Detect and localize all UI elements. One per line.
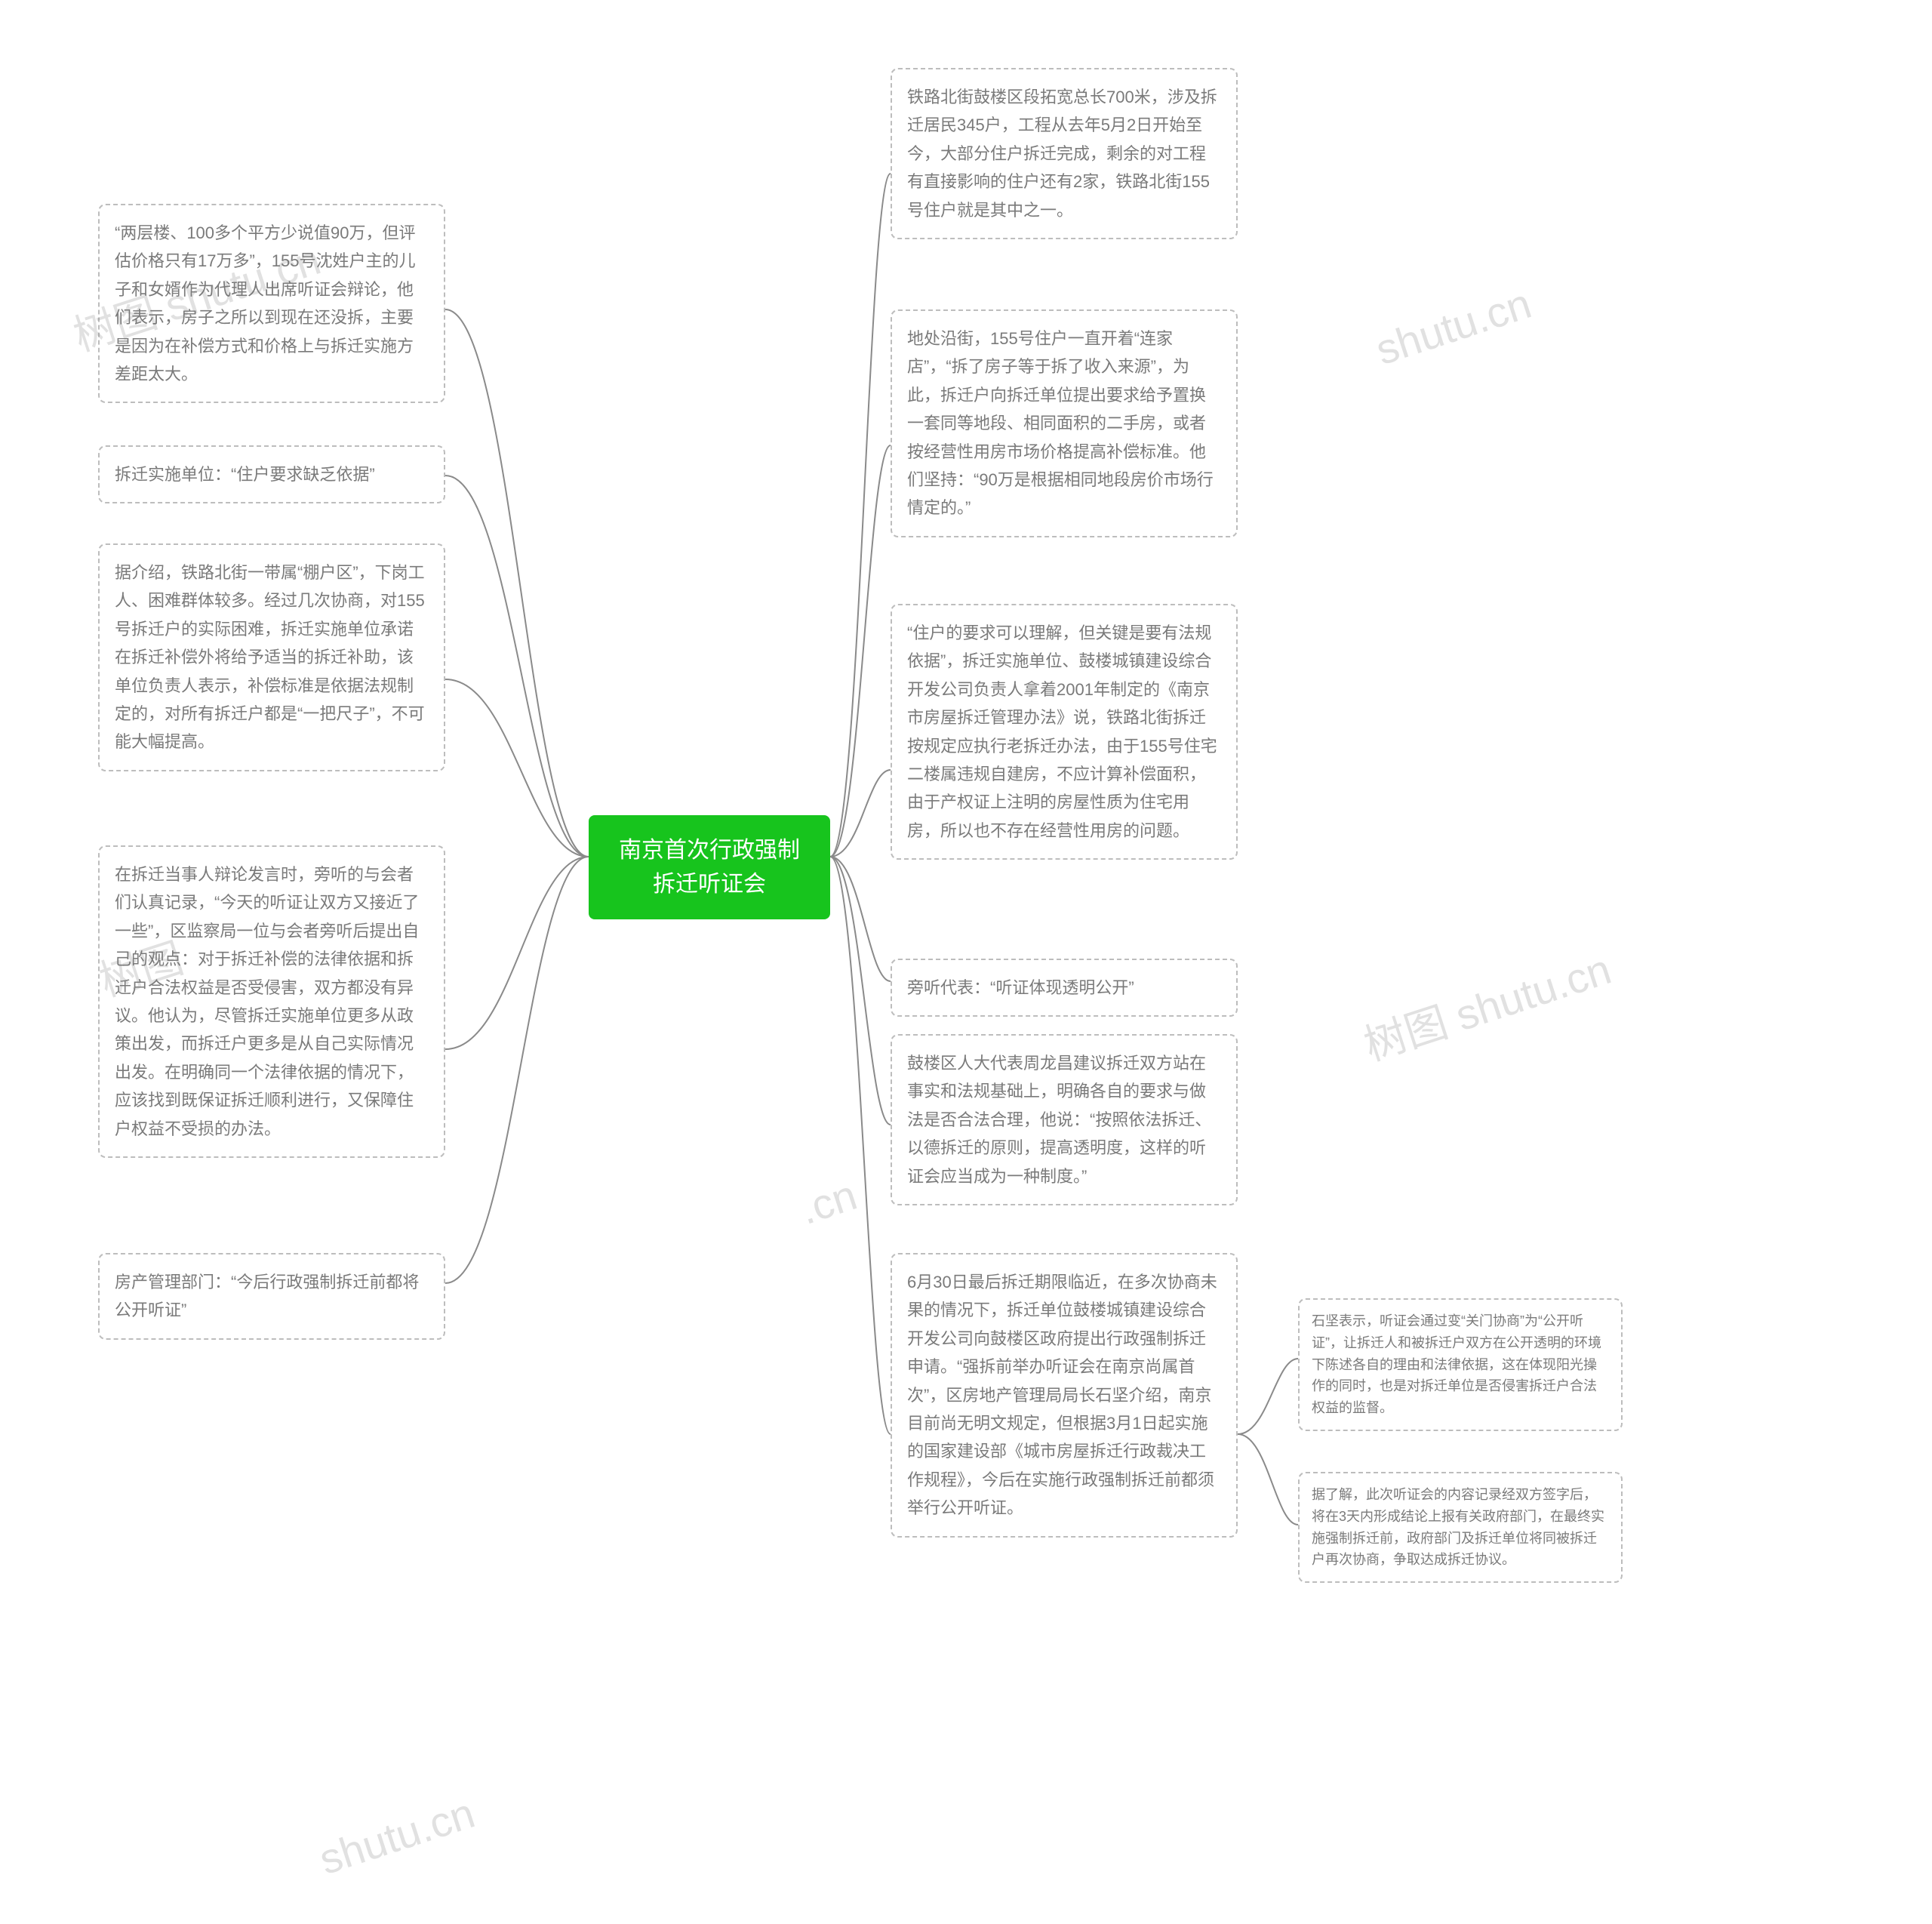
center-title: 南京首次行政强制拆迁听证会	[619, 838, 800, 897]
right-node-2[interactable]: “住户的要求可以理解，但关键是要有法规依据”，拆迁实施单位、鼓楼城镇建设综合开发…	[891, 604, 1238, 860]
right-node-5-text: 6月30日最后拆迁期限临近，在多次协商未果的情况下，拆迁单位鼓楼城镇建设综合开发…	[907, 1273, 1217, 1517]
watermark: .cn	[794, 1170, 863, 1234]
right-node-0[interactable]: 铁路北街鼓楼区段拓宽总长700米，涉及拆迁居民345户，工程从去年5月2日开始至…	[891, 68, 1238, 239]
left-node-4-text: 房产管理部门：“今后行政强制拆迁前都将公开听证”	[115, 1273, 419, 1319]
watermark: shutu.cn	[313, 1788, 480, 1884]
left-node-3[interactable]: 在拆迁当事人辩论发言时，旁听的与会者们认真记录，“今天的听证让双方又接近了一些”…	[98, 845, 445, 1158]
sub-node-1[interactable]: 据了解，此次听证会的内容记录经双方签字后，将在3天内形成结论上报有关政府部门，在…	[1298, 1472, 1623, 1583]
center-node[interactable]: 南京首次行政强制拆迁听证会	[589, 815, 830, 919]
left-node-0[interactable]: “两层楼、100多个平方少说值90万，但评估价格只有17万多”，155号沈姓户主…	[98, 204, 445, 403]
sub-node-1-text: 据了解，此次听证会的内容记录经双方签字后，将在3天内形成结论上报有关政府部门，在…	[1312, 1487, 1604, 1567]
left-node-1[interactable]: 拆迁实施单位：“住户要求缺乏依据”	[98, 445, 445, 503]
left-node-2[interactable]: 据介绍，铁路北街一带属“棚户区”，下岗工人、困难群体较多。经过几次协商，对155…	[98, 543, 445, 771]
right-node-2-text: “住户的要求可以理解，但关键是要有法规依据”，拆迁实施单位、鼓楼城镇建设综合开发…	[907, 623, 1217, 840]
right-node-4[interactable]: 鼓楼区人大代表周龙昌建议拆迁双方站在事实和法规基础上，明确各自的要求与做法是否合…	[891, 1034, 1238, 1205]
right-node-4-text: 鼓楼区人大代表周龙昌建议拆迁双方站在事实和法规基础上，明确各自的要求与做法是否合…	[907, 1054, 1211, 1186]
right-node-1[interactable]: 地处沿街，155号住户一直开着“连家店”，“拆了房子等于拆了收入来源”，为此，拆…	[891, 309, 1238, 537]
left-node-1-text: 拆迁实施单位：“住户要求缺乏依据”	[115, 465, 375, 484]
mindmap-canvas: 南京首次行政强制拆迁听证会 “两层楼、100多个平方少说值90万，但评估价格只有…	[0, 0, 1932, 1924]
sub-node-0-text: 石坚表示，听证会通过变“关门协商”为“公开听证”，让拆迁人和被拆迁户双方在公开透…	[1312, 1313, 1601, 1415]
right-node-3-text: 旁听代表：“听证体现透明公开”	[907, 978, 1134, 997]
sub-node-0[interactable]: 石坚表示，听证会通过变“关门协商”为“公开听证”，让拆迁人和被拆迁户双方在公开透…	[1298, 1298, 1623, 1431]
watermark: 树图 shutu.cn	[1355, 936, 1618, 1073]
left-node-3-text: 在拆迁当事人辩论发言时，旁听的与会者们认真记录，“今天的听证让双方又接近了一些”…	[115, 865, 419, 1138]
right-node-0-text: 铁路北街鼓楼区段拓宽总长700米，涉及拆迁居民345户，工程从去年5月2日开始至…	[907, 88, 1217, 220]
left-node-4[interactable]: 房产管理部门：“今后行政强制拆迁前都将公开听证”	[98, 1253, 445, 1340]
right-node-1-text: 地处沿街，155号住户一直开着“连家店”，“拆了房子等于拆了收入来源”，为此，拆…	[907, 329, 1214, 517]
right-node-3[interactable]: 旁听代表：“听证体现透明公开”	[891, 959, 1238, 1017]
left-node-2-text: 据介绍，铁路北街一带属“棚户区”，下岗工人、困难群体较多。经过几次协商，对155…	[115, 563, 425, 751]
left-node-0-text: “两层楼、100多个平方少说值90万，但评估价格只有17万多”，155号沈姓户主…	[115, 223, 416, 383]
watermark: shutu.cn	[1370, 279, 1537, 374]
right-node-5[interactable]: 6月30日最后拆迁期限临近，在多次协商未果的情况下，拆迁单位鼓楼城镇建设综合开发…	[891, 1253, 1238, 1538]
